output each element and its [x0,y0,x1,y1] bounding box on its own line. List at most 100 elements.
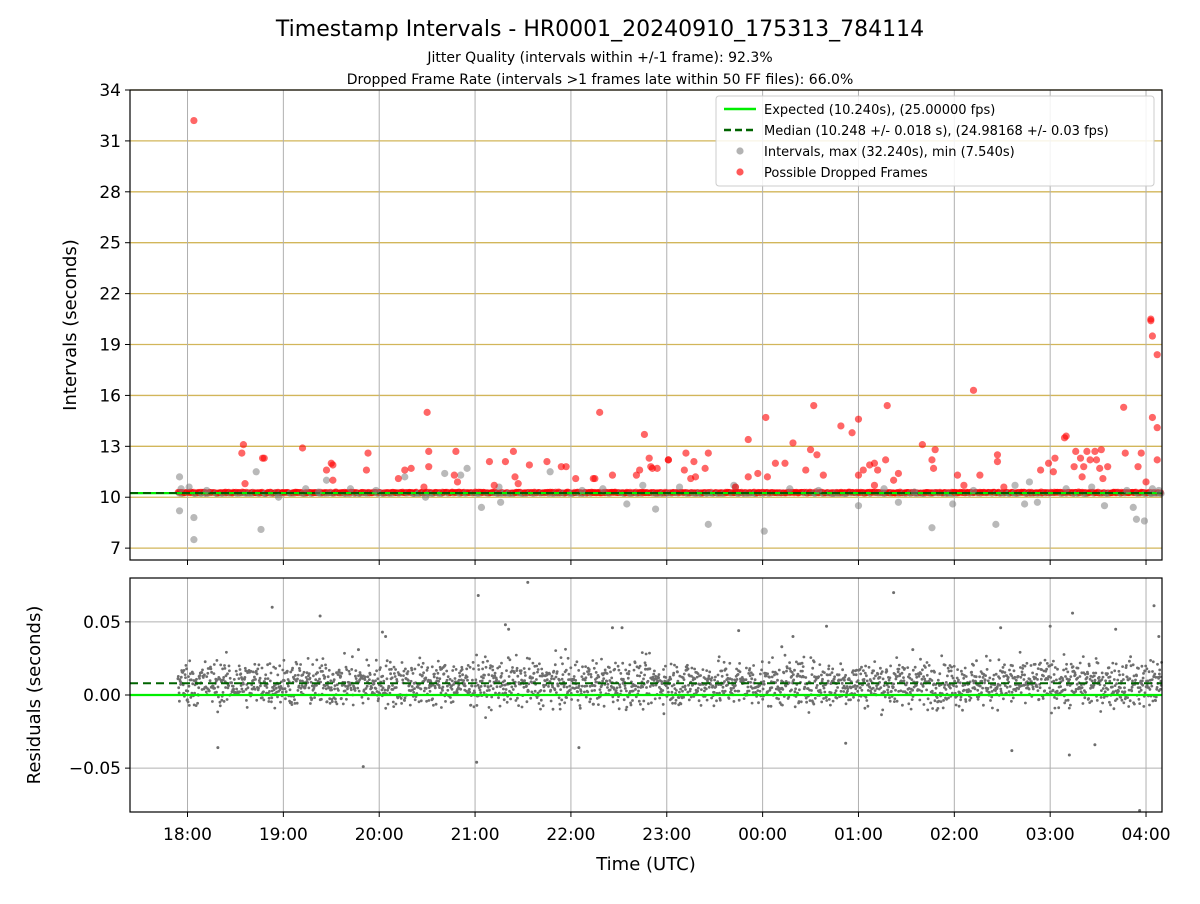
residual-point [382,679,386,683]
residual-point [232,687,236,691]
interval-point [1100,502,1109,510]
residual-point [204,690,208,694]
dropped-frame-point [450,471,458,479]
residual-point [1144,664,1148,668]
residual-point [321,670,324,673]
residual-point [404,667,407,671]
residual-point [320,664,324,667]
residual-point [628,663,632,667]
residual-point [701,668,705,671]
residual-point [923,677,927,681]
residual-point [949,669,953,673]
residual-point [463,682,466,685]
residual-point [603,668,607,672]
interval-point [274,493,283,501]
residual-point [626,676,630,680]
dropped-frame-point [425,463,433,471]
residual-point [947,696,950,700]
residual-point [341,702,345,706]
residual-point [870,671,874,675]
residual-point [305,671,309,675]
residual-point [662,712,666,716]
residual-point [259,684,262,688]
residual-point [242,682,245,686]
residual-point [477,664,480,667]
residual-point [500,683,504,687]
dropped-frame-point [260,454,268,462]
residual-point [674,698,678,702]
residual-point [567,672,571,676]
residual-point [191,672,195,675]
residual-point [570,698,573,701]
residual-point [882,684,886,687]
residual-point [510,685,514,689]
residual-point [843,678,846,682]
residual-point [787,681,791,685]
residual-point [235,673,239,676]
residual-point [1123,690,1127,694]
residual-point [1101,687,1105,690]
residual-point [290,703,294,706]
residual-point [391,688,395,691]
residual-point [452,665,456,668]
residual-point [801,669,804,673]
residual-point [1155,686,1159,689]
residual-point [717,655,721,659]
residual-point [957,678,960,682]
residual-point [619,689,623,693]
residual-point [1062,668,1065,672]
residual-point [478,688,482,692]
residual-point [584,665,587,668]
residual-point [344,665,348,669]
residual-point [908,690,912,694]
residual-point [584,676,588,680]
residual-point [886,691,890,694]
residual-point [489,684,493,688]
interval-point [1155,486,1163,495]
residual-point [438,677,442,681]
residual-point [410,668,414,672]
residual-point [689,695,693,699]
residual-point [304,676,308,679]
residual-point [561,662,564,666]
residual-point [266,663,269,667]
residual-point [872,677,876,680]
residual-point [970,670,973,674]
residual-point [911,668,915,672]
residual-point [873,660,877,663]
residual-point [1087,697,1090,700]
residual-point [193,691,197,695]
residual-point [1067,753,1071,757]
residual-point [491,665,494,668]
residual-point [282,679,286,682]
residual-point [1100,689,1103,692]
dropped-frame-point [1148,413,1157,422]
residual-point [1061,678,1065,682]
residual-point [1064,667,1068,671]
residual-point [826,673,830,677]
residual-point [849,698,852,702]
residual-point [424,676,428,680]
residual-point [1008,668,1011,672]
interval-point [1011,481,1019,489]
residual-point [380,630,384,634]
residual-point [897,690,900,693]
residual-point [444,700,447,703]
residual-point [622,677,625,681]
residual-point [922,703,926,706]
residual-point [318,677,321,681]
residual-point [1066,670,1070,674]
residual-point [230,681,234,685]
residual-point [597,703,600,706]
residual-point [939,700,943,703]
residual-point [502,698,506,702]
residual-point [625,705,629,709]
residual-point [409,679,413,683]
residual-point [689,687,692,691]
residual-point [515,666,519,670]
residual-point [475,760,479,764]
residual-point [869,679,873,683]
residual-point [434,702,438,706]
dropped-frame-point [485,457,494,466]
residual-point [885,669,889,673]
